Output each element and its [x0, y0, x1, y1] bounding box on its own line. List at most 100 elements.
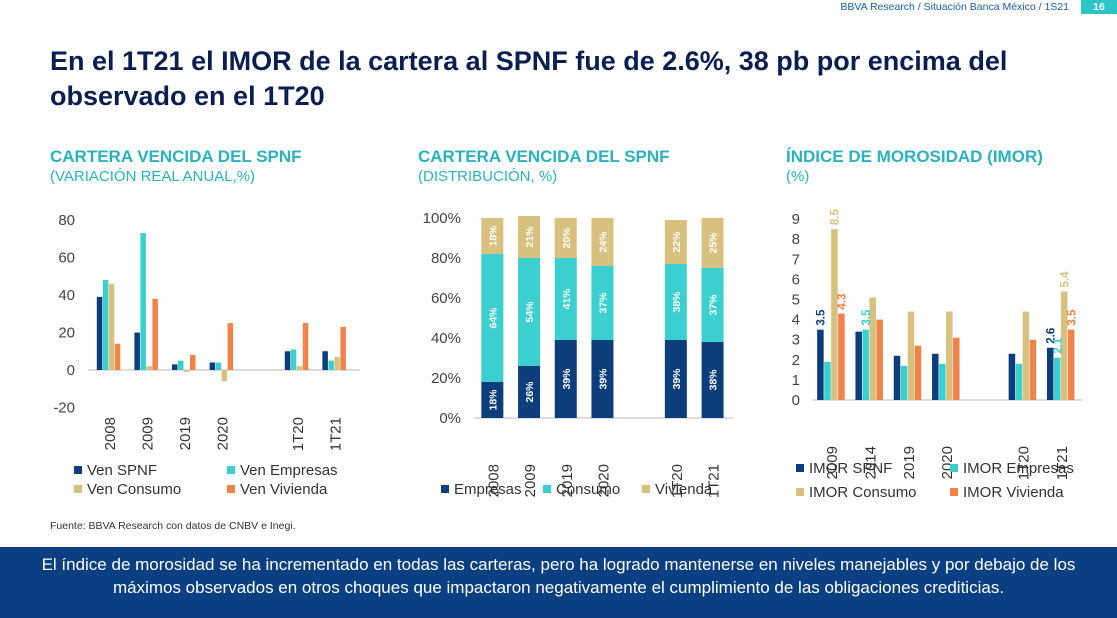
chart3-bar	[900, 365, 908, 400]
chart2-bar-segment	[591, 340, 614, 418]
chart3-xtick: 2020	[939, 446, 956, 479]
chart1-xtick: 2019	[177, 417, 194, 450]
chart1-title: CARTERA VENCIDA DEL SPNF	[50, 147, 302, 166]
slide-title: En el 1T21 el IMOR de la cartera al SPNF…	[50, 46, 1008, 111]
chart3-ytick: 9	[792, 211, 800, 228]
chart2-bar-segment	[701, 218, 724, 268]
chart2-data-label: 54%	[524, 301, 536, 323]
chart1-legend-swatch	[74, 485, 82, 493]
chart1-xtick: 1T21	[327, 417, 344, 451]
chart3-xtick: 1T21	[1054, 446, 1071, 480]
chart2-bar-segment	[518, 366, 541, 418]
chart3-subtitle: (%)	[786, 168, 810, 185]
chart2-xtick: 2008	[485, 464, 502, 497]
chart1-ytick: 60	[58, 250, 75, 267]
chart3-ytick: 8	[792, 231, 800, 248]
chart2-bar-segment	[664, 264, 687, 340]
chart3-legend-swatch	[950, 488, 958, 496]
chart3-legend-label: IMOR Consumo	[809, 484, 917, 501]
chart3-bar	[1060, 291, 1068, 400]
chart3-bar	[876, 319, 883, 400]
chart3-bar	[914, 345, 922, 400]
chart2-data-label: 41%	[561, 288, 573, 310]
chart1-bar	[328, 360, 334, 370]
chart3-data-label: 2.1	[1052, 337, 1064, 354]
chart1-bar	[102, 280, 109, 370]
chart3-data-label: 5.4	[1059, 271, 1071, 288]
chart2-data-label: 38%	[671, 291, 683, 313]
chart1-ytick: 20	[58, 325, 75, 342]
chart2-xtick: 2009	[522, 464, 539, 497]
chart1-legend-label: Ven Consumo	[87, 481, 181, 498]
chart1-legend-label: Ven SPNF	[87, 462, 157, 479]
chart3-bar	[1029, 339, 1037, 400]
chart3-data-label: 8.5	[830, 209, 842, 226]
chart1-ytick: 40	[58, 287, 75, 304]
chart3-data-label: 2.6	[1045, 328, 1057, 344]
chart2-bar-segment	[701, 342, 724, 418]
chart2-bar-segment	[591, 266, 614, 340]
chart3-bar	[838, 313, 845, 400]
chart2-subtitle: (DISTRIBUCIÓN, %)	[418, 168, 558, 185]
chart1-bar	[209, 362, 216, 370]
chart2-title: CARTERA VENCIDA DEL SPNF	[418, 147, 670, 166]
chart1-bar	[340, 326, 346, 370]
chart3-bar	[817, 329, 824, 400]
chart2-data-label: 25%	[708, 232, 720, 254]
chart1-legend-swatch	[74, 466, 82, 474]
header-source: BBVA Research / Situación Banca México /…	[840, 1, 1069, 13]
chart2-ytick: 100%	[423, 210, 461, 227]
chart2-legend-swatch	[543, 485, 551, 493]
chart1-ytick: 0	[67, 362, 75, 379]
chart2-ytick: 80%	[431, 250, 461, 267]
chart2-xtick: 2020	[595, 464, 612, 497]
chart1-bar	[302, 323, 309, 370]
chart3-ytick: 6	[792, 271, 800, 288]
chart3-xtick: 2019	[901, 446, 918, 479]
chart2-xtick: 2019	[559, 464, 576, 497]
chart3-bar	[855, 331, 862, 400]
chart2-data-label: 18%	[487, 389, 499, 411]
chart3-bar	[907, 311, 915, 400]
chart3-bar	[831, 229, 838, 400]
chart3-ytick: 3	[792, 332, 800, 349]
chart1-bar	[221, 370, 228, 382]
chart3-ytick: 1	[792, 372, 800, 389]
chart3-bar	[1046, 347, 1054, 400]
chart2-bar-segment	[664, 340, 687, 418]
chart1-ytick: -20	[53, 400, 75, 417]
chart1-bar	[296, 366, 303, 370]
chart3-legend-label: IMOR SPNF	[809, 460, 892, 477]
chart1-bar	[152, 298, 158, 370]
chart2-xtick: 1T20	[669, 464, 686, 498]
chart2-bar-segment	[481, 254, 504, 382]
chart2-data-label: 39%	[597, 368, 609, 390]
chart1-bar	[146, 366, 152, 370]
chart1-legend-swatch	[227, 485, 235, 493]
chart3-bar	[953, 337, 960, 400]
chart2-data-label: 20%	[561, 227, 573, 249]
chart1-xtick: 2008	[102, 417, 119, 450]
chart2-ytick: 20%	[431, 370, 461, 387]
chart2-legend-label: Consumo	[556, 481, 620, 498]
chart2-bar-segment	[664, 220, 687, 264]
chart3-bar	[1067, 329, 1075, 400]
chart2-data-label: 39%	[671, 368, 683, 390]
chart3-ytick: 2	[792, 352, 800, 369]
chart1-bar	[334, 356, 340, 370]
chart3-ytick: 4	[792, 312, 800, 329]
chart3-bar	[1008, 353, 1016, 400]
chart1-bar	[215, 362, 222, 370]
chart3-legend-label: IMOR Vivienda	[963, 484, 1064, 501]
banner-text: El índice de morosidad se ha incrementad…	[41, 555, 1076, 597]
chart3-data-label: 3.5	[816, 309, 828, 326]
chart2-bar-segment	[481, 218, 504, 254]
chart1-legend-swatch	[227, 466, 235, 474]
chart1-bar	[227, 323, 234, 370]
chart3-xtick: 1T20	[1016, 446, 1033, 480]
chart1-bar	[134, 332, 140, 370]
chart2-data-label: 24%	[597, 231, 609, 253]
chart2-data-label: 37%	[708, 294, 720, 316]
chart3-xtick: 2014	[862, 446, 879, 479]
chart2-bar-segment	[591, 218, 614, 266]
